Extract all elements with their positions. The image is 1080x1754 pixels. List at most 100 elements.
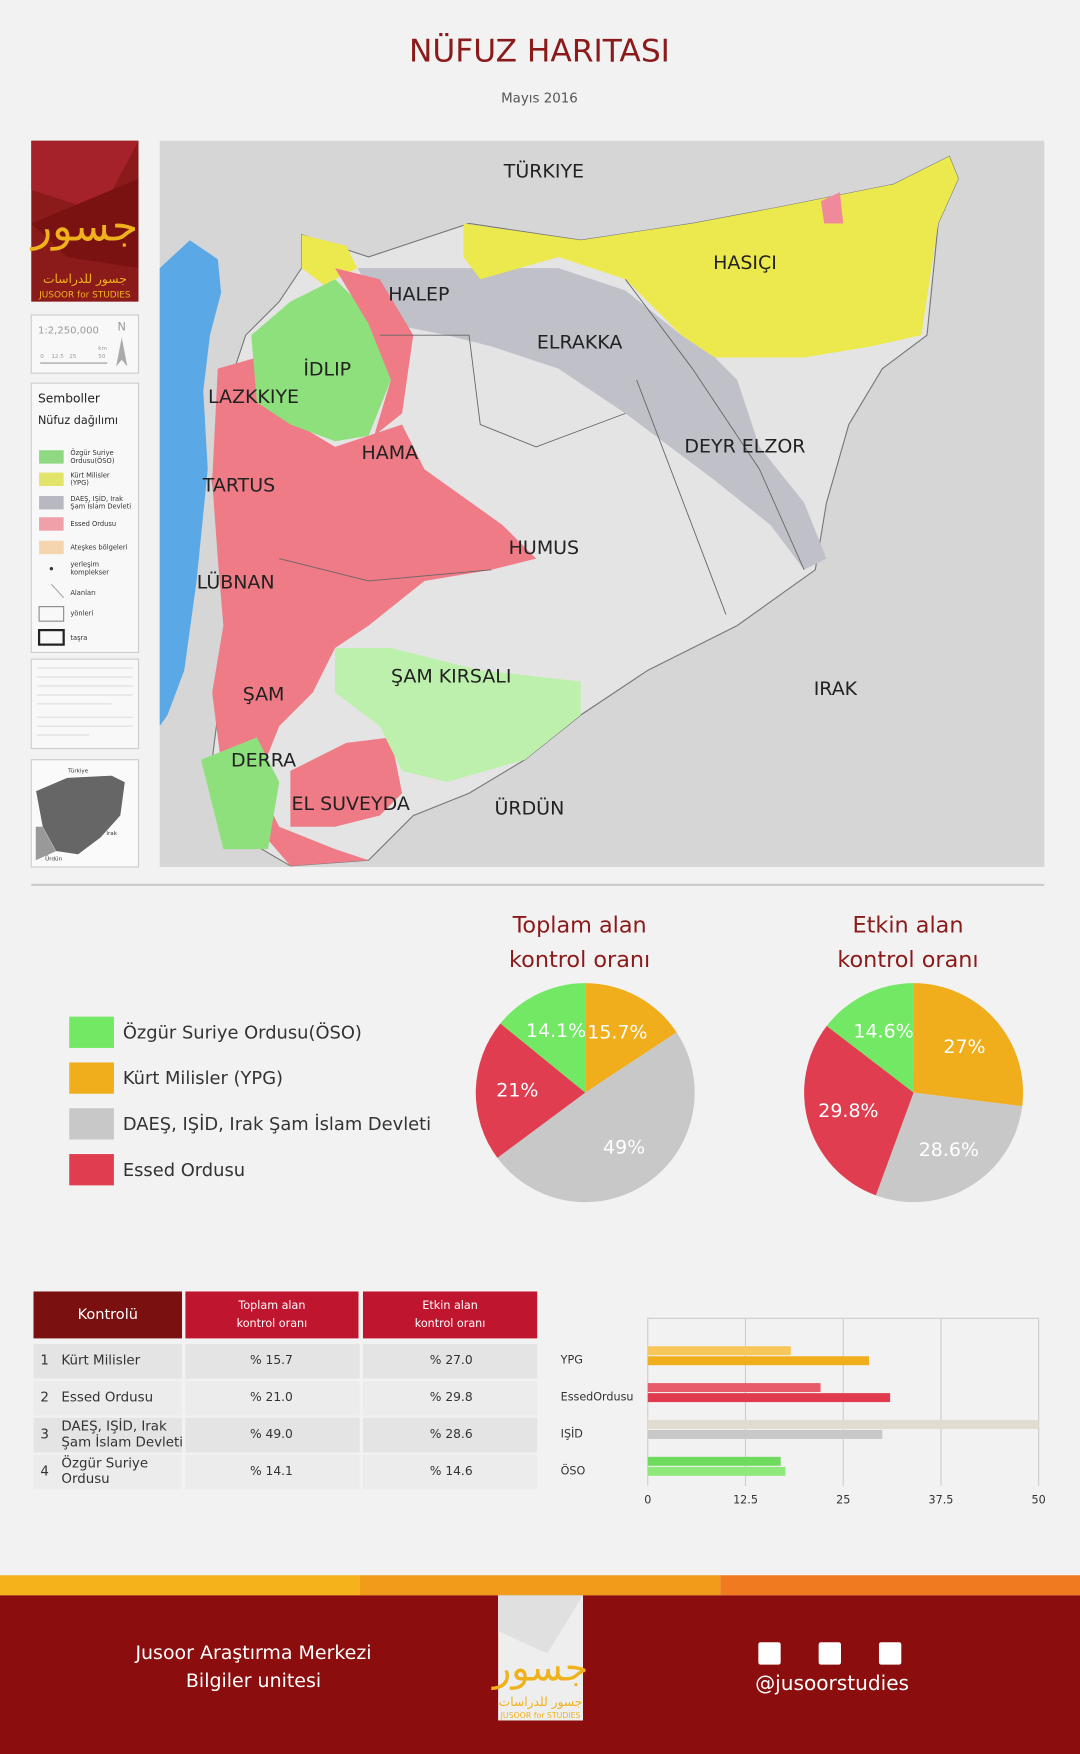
pie-legend: Özgür Suriye Ordusu(ÖSO) Kürt Milisler (Y… [69,1016,431,1186]
table-header-text-line: kontrol oranı [415,1317,486,1330]
scale-tick: 12.5 [51,354,64,360]
note-lines [36,667,133,736]
table-cell [359,1454,363,1490]
bar [647,1419,1039,1429]
sea [159,240,222,727]
map-legend-items: Özgür Suriye Ordusu(ÖSO) Kürt Milisler (YPG… [70,448,131,642]
facebook-icon[interactable] [758,1642,781,1665]
region-essed [212,357,537,866]
legend-dot [49,566,54,571]
map-legend-item: yönleri [70,609,93,617]
map-label: HALEP [388,283,449,305]
table-cell [182,1380,186,1416]
legend-swatch [69,1108,114,1140]
inset-label: Türkiye [67,768,89,774]
legend-label: DAEŞ, IŞİD, Irak Şam İslam Devleti [123,1114,431,1135]
legend-swatch [39,496,64,510]
bar [647,1466,786,1476]
pie-title-line: kontrol oranı [509,947,650,973]
footer-handle: @jusoorstudies [755,1671,909,1695]
table-cell [359,1380,363,1416]
map-legend-item-line: yönleri [70,609,93,617]
y-tick-label: ÖSO [561,1464,586,1477]
row-name: Essed Ordusu [61,1391,153,1406]
map-legend-subtitle: Nüfuz dağılımı [38,414,118,427]
row-value: % 29.8 [430,1390,473,1404]
legend-swatch [39,540,64,555]
footer-org: Bilgiler unitesi [186,1670,321,1692]
map-legend-item: Ateşkes bölgeleri [70,543,127,551]
legend-box [37,628,65,646]
legend-swatch [39,450,64,464]
twitter-icon[interactable] [818,1642,841,1665]
map-label: ELRAKKA [537,331,622,353]
x-tick-label: 0 [644,1493,651,1506]
table-header-cell [185,1291,359,1339]
pie-value-label: 27% [943,1036,985,1058]
legend-label: Essed Ordusu [123,1160,245,1181]
google-plus-icon[interactable] [878,1642,902,1665]
region-oso [201,737,280,850]
pie-slice [826,983,914,1093]
row-value: % 14.1 [250,1464,293,1478]
logo-shape [31,178,139,269]
pie-value-label: 21% [496,1080,538,1102]
title: NÜFUZ HARITASI [409,32,670,70]
stripe [0,1575,360,1596]
region-essed [335,268,414,436]
scale-tick: 25 [69,354,77,360]
legend-label: Kürt Milisler (YPG) [123,1068,283,1089]
table-header-text-line: Etkin alan [422,1299,477,1312]
table-cell [182,1343,186,1379]
row-value: % 28.6 [430,1427,473,1441]
map-label: DEYR ELZOR [684,435,805,457]
map-legend-item: DAEŞ, IŞİD, Irak Şam İslam Devleti [70,494,131,511]
pie-slice [875,1092,1023,1203]
row-value: % 21.0 [250,1390,293,1404]
y-tick-label: EssedOrdusu [561,1391,634,1404]
pie-title: Toplam alan kontrol oranı [509,912,650,973]
stripe [720,1575,1080,1596]
region-essed [290,737,403,827]
x-tick-label: 37.5 [929,1493,954,1506]
map-label: DERRA [231,749,296,771]
stripe [359,1575,721,1596]
map-label: HUMUS [509,537,579,559]
footer-org: Jusoor Araştırma Merkezi [134,1642,371,1664]
inset-label: Irak [106,831,117,837]
legend-swatch [39,517,64,531]
pie-slice [475,1023,586,1158]
map-legend-item-line: Ateşkes bölgeleri [70,543,127,551]
table-header-text-line: kontrol oranı [237,1317,308,1330]
pie-title-line: Toplam alan [512,912,647,938]
table-header-text: Etkin alan kontrol oranı [415,1299,486,1330]
table-cell [182,1417,186,1453]
table-row [33,1454,538,1490]
map-legend-item-line: Özgür Suriye [70,448,113,457]
pie-slice [497,1032,695,1203]
map-label: ÜRDÜN [495,796,565,819]
pie-slice [585,983,677,1093]
table-row [33,1380,538,1416]
map-label: ŞAM [243,683,285,705]
footer-logo-shape [498,1595,583,1654]
row-name-line: Özgür Suriye [61,1454,148,1472]
row-value: % 49.0 [250,1427,293,1441]
logo-latin: JUSOOR for STUDIES [38,290,131,300]
map-label: TARTUS [202,474,275,496]
map-legend-item: yerleşim komplekser [70,561,109,577]
table-row [33,1343,538,1379]
bar [647,1393,891,1403]
map-legend-item-line: Kürt Milisler [70,471,110,479]
map-label: İDLIP [303,357,351,380]
pie-value-label: 14.6% [853,1020,913,1042]
map-label: HAMA [361,442,418,464]
table-header-cell [362,1291,538,1339]
row-value: % 15.7 [250,1353,293,1367]
map-legend-item: taşra [70,634,87,642]
table-cell [182,1454,186,1490]
row-name: Kürt Milisler [61,1354,140,1369]
bar [647,1356,870,1366]
